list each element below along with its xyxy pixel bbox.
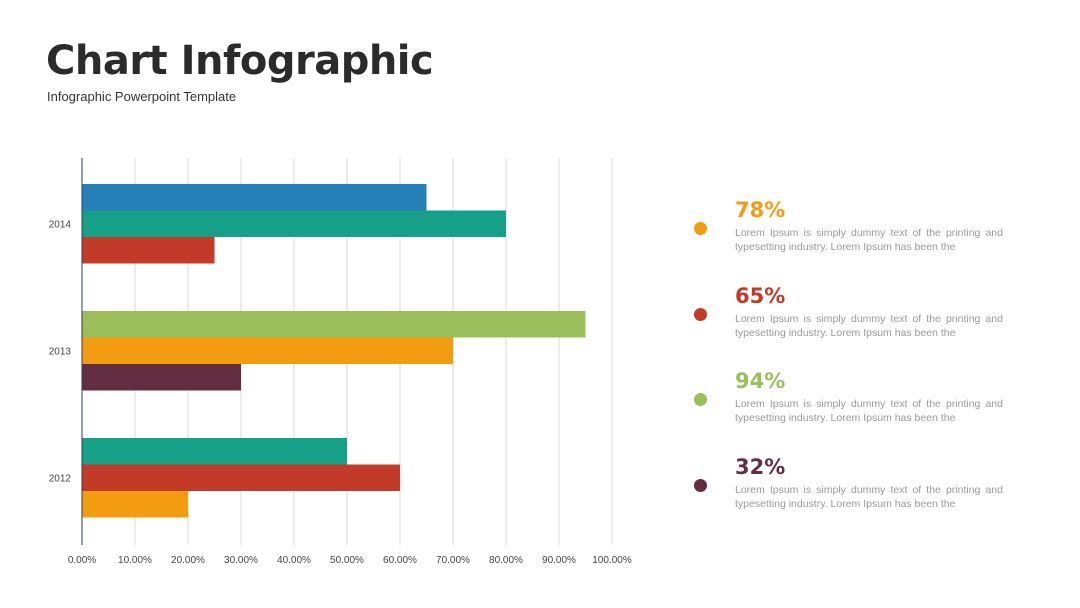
legend-item: 65% Lorem Ipsum is simply dummy text of … (690, 284, 1020, 370)
x-tick-label: 80.00% (489, 555, 523, 566)
bar (82, 311, 586, 338)
legend-dot (694, 393, 707, 406)
x-tick-label: 90.00% (542, 555, 576, 566)
legend-text: Lorem Ipsum is simply dummy text of the … (735, 312, 1003, 339)
bar (82, 237, 215, 264)
bar-chart: 0.00% 10.00% 20.00% 30.00% 40.00% 50.00% 60.00… (49, 158, 632, 566)
category-label: 2014 (49, 219, 72, 230)
bar (82, 364, 241, 391)
legend-dot (694, 222, 707, 235)
x-tick-label: 30.00% (224, 555, 258, 566)
legend-dot (694, 307, 707, 321)
legend-text: Lorem Ipsum is simply dummy text of the … (735, 227, 1003, 253)
x-tick-label: 60.00% (383, 555, 417, 566)
legend-dot (694, 478, 707, 492)
legend-text: Lorem Ipsum is simply dummy text of the … (735, 483, 1003, 510)
legend-value: 65% (735, 283, 786, 308)
x-tick-label: 100.00% (592, 555, 632, 566)
legend-item: 94% Lorem Ipsum is simply dummy text of … (690, 369, 1020, 455)
category-label: 2013 (49, 346, 72, 357)
legend-item: 32% Lorem Ipsum is simply dummy text of … (690, 455, 1020, 541)
x-tick-label: 0.00% (68, 555, 96, 566)
bar (82, 210, 506, 237)
bar (82, 184, 427, 211)
x-tick-label: 10.00% (118, 555, 152, 566)
x-tick-label: 50.00% (330, 555, 364, 566)
bar (82, 438, 347, 465)
legend-value: 78% (735, 198, 786, 222)
category-label: 2012 (49, 473, 72, 484)
x-tick-label: 40.00% (277, 555, 311, 566)
legend-item: 78% Lorem Ipsum is simply dummy text of … (690, 198, 1020, 284)
x-tick-label: 70.00% (436, 555, 470, 566)
legend-value: 32% (735, 454, 786, 479)
legend-value: 94% (735, 369, 786, 393)
page-subtitle: Infographic Powerpoint Template (47, 89, 237, 104)
x-tick-label: 20.00% (171, 555, 205, 566)
legend: 78% Lorem Ipsum is simply dummy text of … (690, 198, 1020, 540)
bar (82, 337, 453, 364)
legend-text: Lorem Ipsum is simply dummy text of the … (735, 398, 1003, 424)
bar (82, 491, 188, 518)
page-title: Chart Infographic (46, 38, 434, 84)
bar (82, 464, 400, 491)
